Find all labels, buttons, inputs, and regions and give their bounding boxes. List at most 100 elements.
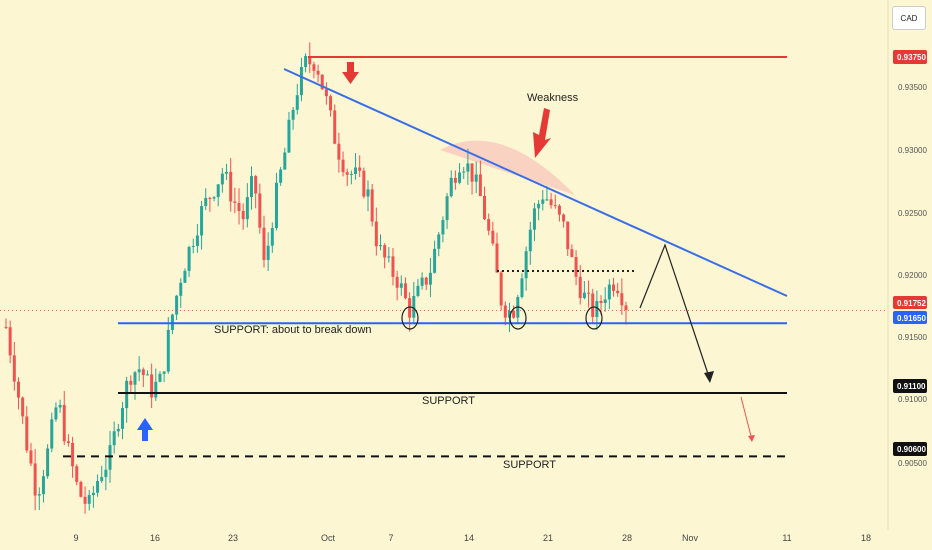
candle-body <box>549 199 553 206</box>
candle-body <box>158 373 162 382</box>
candle-body <box>170 314 174 330</box>
price-tick: 0.93500 <box>898 83 927 92</box>
candle-body <box>566 221 570 250</box>
candle-body <box>612 284 616 291</box>
currency-button[interactable]: CAD <box>892 6 926 30</box>
candle-body <box>433 248 437 273</box>
candle-body <box>33 463 37 496</box>
time-tick: Oct <box>321 533 336 543</box>
candle-body <box>116 428 120 432</box>
candle-body <box>553 205 557 207</box>
candle-body <box>233 201 237 203</box>
red-down-arrow <box>342 62 359 84</box>
candle-body <box>420 277 424 286</box>
support-touch-circle <box>509 306 527 330</box>
support-label-blue: SUPPORT: about to break down <box>214 324 372 336</box>
time-tick: 28 <box>622 533 632 543</box>
candle-body <box>366 189 370 197</box>
projection-arrowhead <box>704 371 714 383</box>
candle-body <box>512 310 516 318</box>
time-tick: 11 <box>782 533 791 543</box>
candle-body <box>428 272 432 285</box>
candle-body <box>183 270 187 283</box>
candle-body <box>229 171 233 202</box>
candle-body <box>399 283 403 288</box>
price-tick: 0.91000 <box>898 395 927 404</box>
candle-body <box>195 235 199 246</box>
candle-body <box>220 173 224 185</box>
candle-body <box>320 74 324 90</box>
candle-body <box>66 441 70 443</box>
candle-body <box>216 184 220 198</box>
candle-body <box>225 171 229 174</box>
candle-body <box>150 374 154 398</box>
price-badges: 0.93750 0.91752 0.91650 0.91100 0.90600 <box>893 50 927 456</box>
candle-body <box>37 494 41 496</box>
candle-body <box>250 176 254 198</box>
candle-body <box>520 278 524 297</box>
candle-body <box>62 405 66 442</box>
support-touch-circle <box>401 306 419 330</box>
candle-body <box>616 290 620 294</box>
descending-trendline <box>283 68 788 297</box>
price-badge-support-2 <box>893 442 927 456</box>
small-pink-arrowhead <box>748 435 755 442</box>
candle-body <box>129 380 133 385</box>
time-tick: 9 <box>73 533 78 543</box>
price-badge-resistance <box>893 50 927 64</box>
blue-up-arrow <box>137 418 153 441</box>
candle-body <box>395 276 399 288</box>
price-badge-support-blue-label: 0.91650 <box>897 314 926 323</box>
candle-body <box>137 369 141 373</box>
candle-body <box>270 228 274 246</box>
candle-body <box>345 172 349 175</box>
candle-body <box>483 195 487 220</box>
candle-body <box>478 174 482 196</box>
candle-body <box>499 272 503 306</box>
candle-body <box>591 293 595 317</box>
candle-body <box>295 95 299 110</box>
candle-body <box>79 481 83 497</box>
candle-body <box>191 245 195 247</box>
time-tick: 7 <box>388 533 393 543</box>
time-tick: Nov <box>682 533 699 543</box>
candle-body <box>341 159 345 173</box>
candle-body <box>470 163 474 182</box>
candle-body <box>445 196 449 221</box>
price-badge-resistance-label: 0.93750 <box>897 53 926 62</box>
candle-body <box>4 327 8 329</box>
candle-body <box>29 450 33 464</box>
candle-body <box>424 277 428 285</box>
price-tick: 0.93000 <box>898 146 927 155</box>
candle-body <box>316 70 320 75</box>
candle-body <box>603 299 607 304</box>
time-tick: 16 <box>150 533 160 543</box>
candle-body <box>25 416 29 451</box>
time-axis: 9 16 23 Oct 7 14 21 28 Nov 11 18 <box>73 533 871 543</box>
candle-body <box>287 119 291 153</box>
support-label-1: SUPPORT <box>422 395 475 407</box>
price-tick: 0.92000 <box>898 271 927 280</box>
candle-body <box>50 419 54 449</box>
candle-body <box>91 492 95 496</box>
candle-body <box>112 431 116 446</box>
candle-body <box>370 189 374 222</box>
candle-body <box>274 182 278 229</box>
candle-body <box>416 285 420 296</box>
candle-body <box>387 256 391 258</box>
candle-body <box>532 208 536 230</box>
candle-body <box>541 199 545 204</box>
candle-body <box>304 56 308 68</box>
candle-body <box>466 163 470 172</box>
support-touch-circle <box>585 306 603 330</box>
candle-body <box>125 380 129 409</box>
candle-body <box>449 177 453 197</box>
candle-body <box>237 202 241 212</box>
candle-body <box>599 301 603 304</box>
candle-body <box>391 256 395 277</box>
candle-body <box>16 381 20 398</box>
candle-body <box>474 174 478 182</box>
candle-body <box>528 229 532 252</box>
price-axis: 0.93500 0.93000 0.92500 0.92000 0.91500 … <box>898 83 927 468</box>
